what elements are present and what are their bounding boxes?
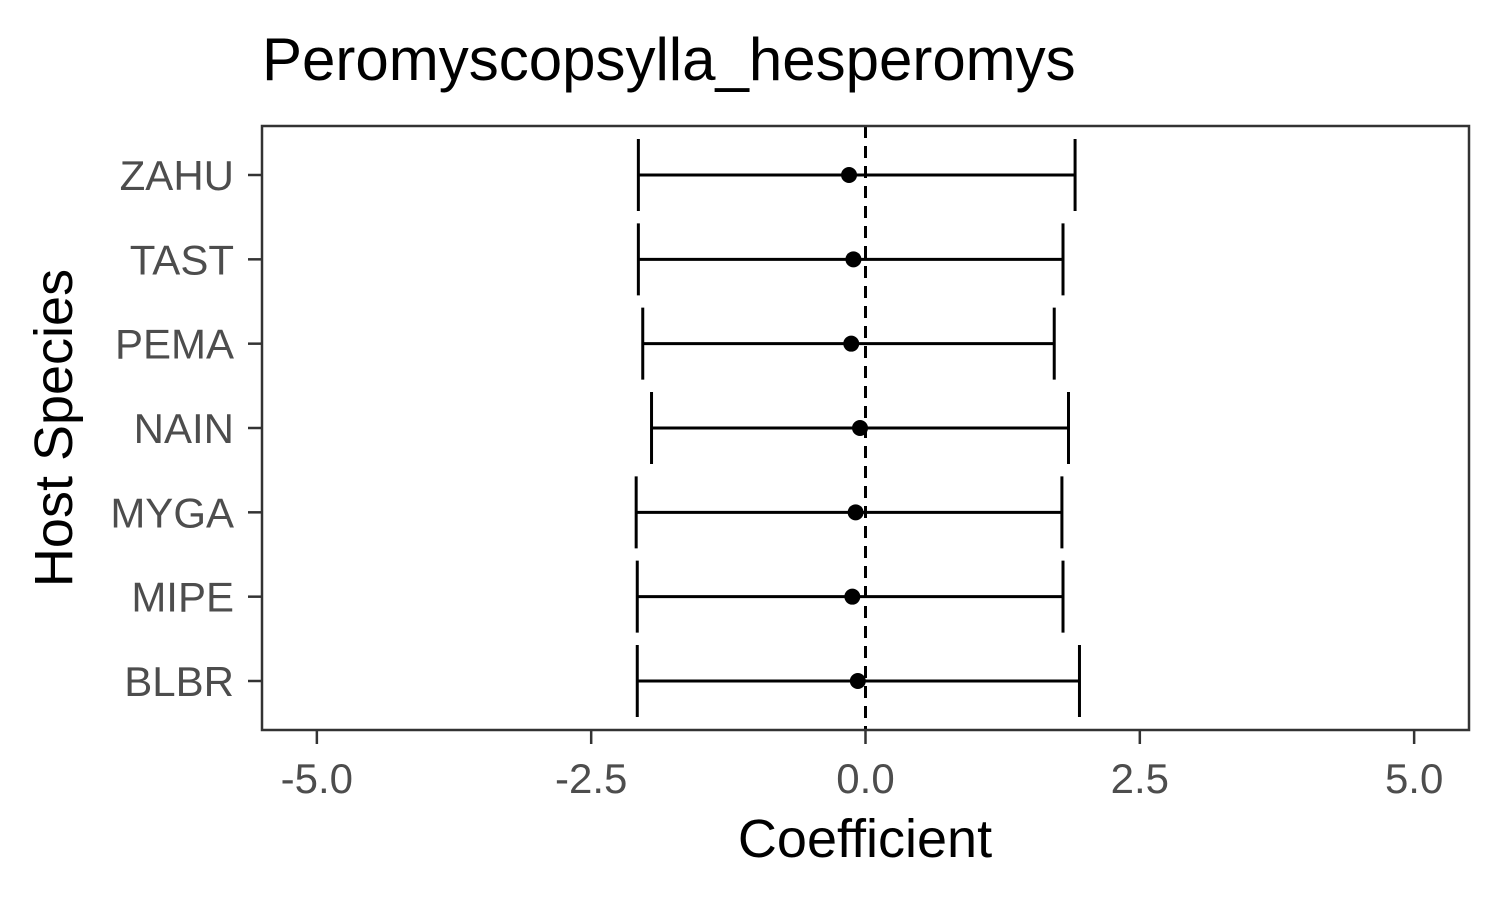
x-tick-label-2: 0.0 — [836, 755, 894, 802]
x-axis-title: Coefficient — [738, 809, 992, 869]
y-axis: ZAHU TAST PEMA NAIN MYGA MIPE BLBR — [110, 152, 262, 705]
estimate-point-tast — [845, 251, 862, 268]
estimate-point-nain — [852, 420, 869, 436]
estimate-point-zahu — [841, 167, 858, 183]
plot-area — [634, 126, 1081, 730]
x-tick-label-1: -2.5 — [555, 755, 627, 802]
y-tick-label-mipe: MIPE — [131, 574, 234, 621]
estimate-point-blbr — [849, 673, 866, 689]
y-tick-label-tast: TAST — [130, 236, 234, 283]
x-axis: -5.0 -2.5 0.0 2.5 5.0 — [281, 730, 1443, 802]
x-tick-label-0: -5.0 — [281, 755, 353, 802]
y-tick-label-zahu: ZAHU — [120, 152, 234, 199]
estimate-point-pema — [843, 335, 860, 352]
y-tick-label-myga: MYGA — [110, 489, 234, 536]
y-tick-label-pema: PEMA — [115, 321, 234, 368]
x-tick-label-4: 5.0 — [1385, 755, 1443, 802]
y-tick-label-blbr: BLBR — [124, 658, 234, 705]
estimate-point-myga — [847, 504, 864, 521]
x-tick-label-3: 2.5 — [1111, 755, 1169, 802]
chart-title: Peromyscopsylla_hesperomys — [262, 26, 1076, 93]
estimate-point-mipe — [844, 588, 861, 605]
y-axis-title: Host Species — [24, 269, 84, 587]
y-tick-label-nain: NAIN — [134, 405, 234, 452]
